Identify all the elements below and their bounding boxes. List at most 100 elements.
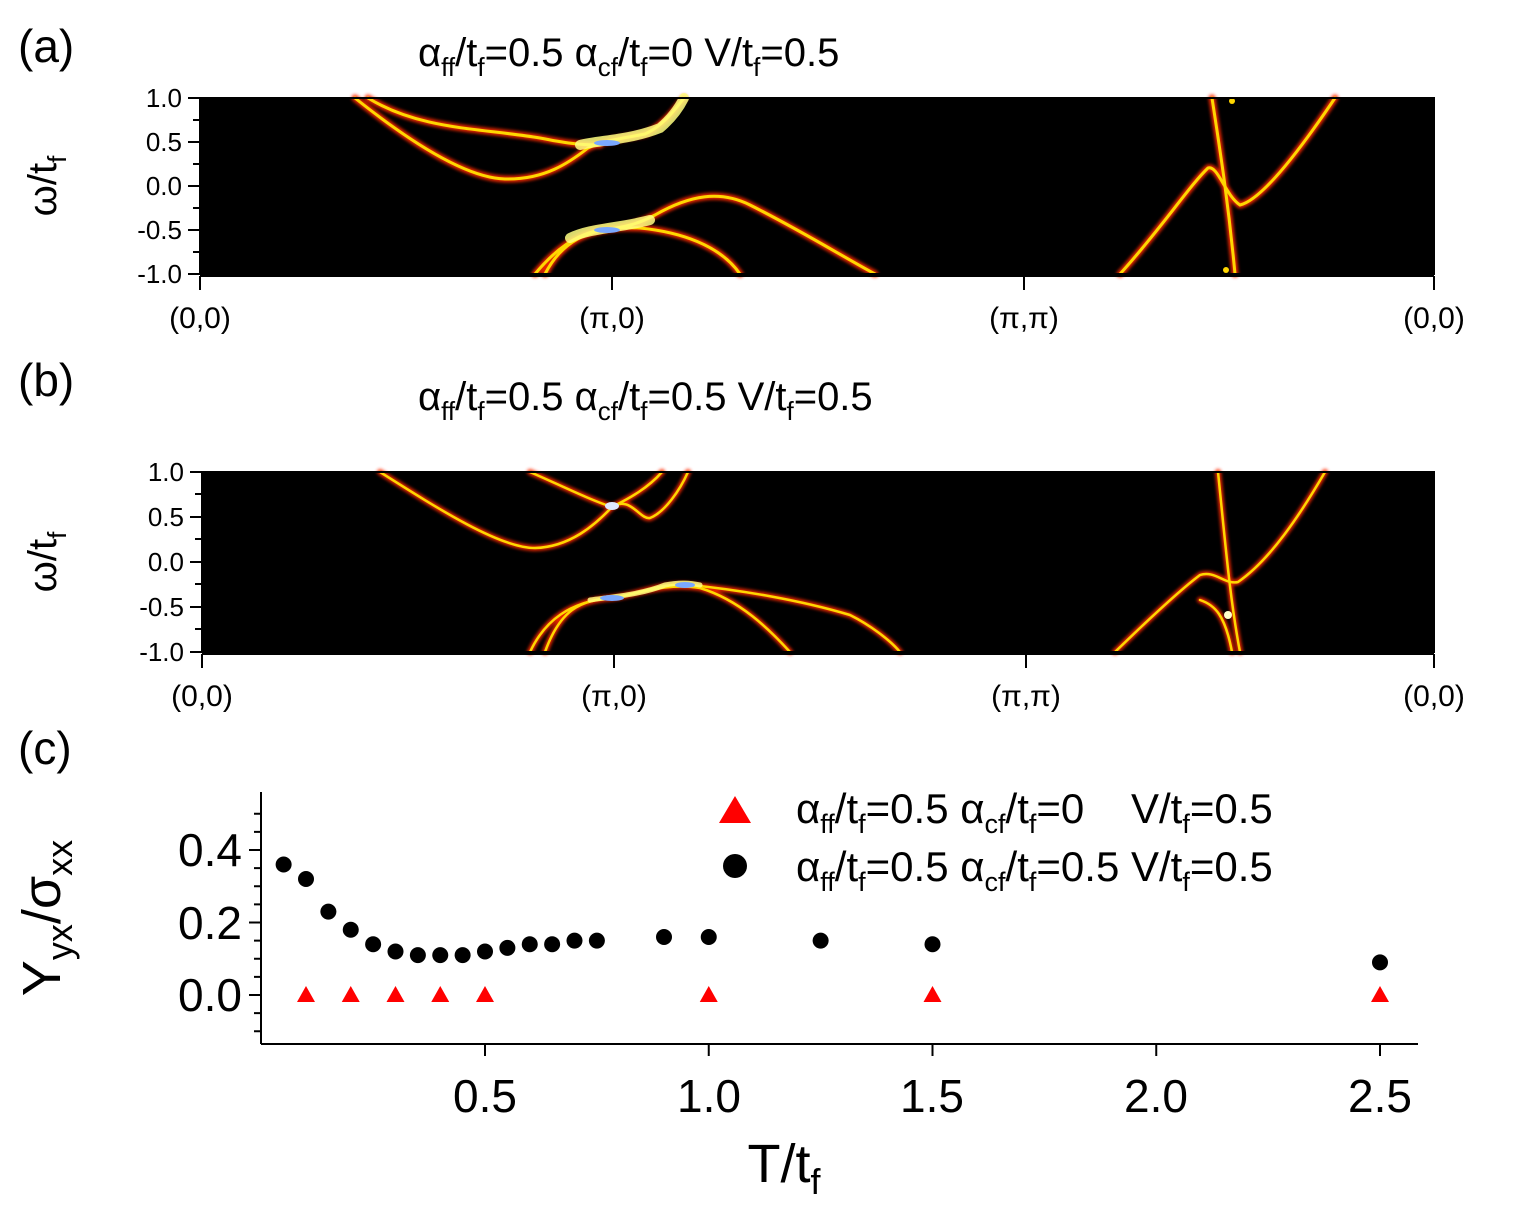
title-a-sub-f3: f [753,52,761,82]
data-point-triangle [297,986,315,1002]
title-b-sub-ff: ff [441,396,456,426]
band-a-peak-lower [594,227,620,233]
panel-a-yaxis: 1.0 0.5 0.0 -0.5 -1.0 [137,83,201,289]
panel-a-ytick-1: 1.0 [146,83,182,113]
title-a-t2: /t [618,31,640,75]
panel-a-ytick-5: -1.0 [137,259,182,289]
band-b-right [1113,470,1327,654]
panel-b-ytick-2: 0.5 [148,502,184,532]
band-b-peak-cross [605,502,619,510]
panel-c-xlabel: T/tf [747,1134,821,1202]
title-b-sub-f2: f [640,396,648,426]
legend-entry-1: αff/tf=0.5 αcf/tf=0 V/tf=0.5 [796,785,1273,839]
data-point-circle [477,943,493,960]
band-b-loop [1198,598,1234,654]
title-a-alpha-ff: α [418,31,441,75]
title-a-sub-cf: cf [598,52,619,82]
panel-b-heatmap-bg [202,472,1434,652]
legend-entry-2: αff/tf=0.5 αcf/tf=0.5 V/tf=0.5 [796,843,1273,897]
title-a-val1: =0.5 α [485,31,598,75]
band-a-lower2 [543,226,742,276]
data-point-circle [409,947,426,964]
title-b-t1: /t [455,375,477,419]
title-b-val3: =0.5 [794,375,873,419]
panel-c-yticks [249,812,261,1033]
panel-c-legend: αff/tf=0.5 αcf/tf=0 V/tf=0.5 αff/tf=0.5 … [719,785,1273,897]
panel-a-title: αff/tf=0.5 αcf/tf=0 V/tf=0.5 [418,31,839,82]
panel-a-bands [351,93,1339,278]
panel-b-letter: (b) [18,354,74,406]
title-b-t2: /t [618,375,640,419]
panel-a: (a) αff/tf=0.5 αcf/tf=0 V/tf=0.5 [18,20,1465,335]
panel-b-ytick-1: 1.0 [148,457,184,487]
title-b-val2: =0.5 V/t [647,375,786,419]
legend-triangle-marker [719,796,751,823]
data-point-circle [924,936,941,953]
panel-a-ytick-4: -0.5 [137,215,182,245]
data-point-circle [544,936,561,953]
band-a-dot-top [1229,98,1235,104]
panel-b: (b) αff/tf=0.5 αcf/tf=0.5 V/tf=0.5 [18,354,1465,713]
legend-circle-marker [723,854,747,878]
band-a-steep [1210,96,1237,276]
data-point-triangle [923,986,942,1002]
data-point-triangle [341,986,360,1002]
data-point-circle [454,947,471,964]
panel-c-ylabel: Yyx/σxx [12,840,80,996]
data-point-circle [365,936,382,953]
band-b-peak-lower [600,595,624,601]
panel-c-xticks [484,1044,1381,1056]
title-a-val2: =0 V/t [647,31,753,75]
panel-b-title: αff/tf=0.5 αcf/tf=0.5 V/tf=0.5 [418,375,873,426]
title-a-sub-ff: ff [441,52,456,82]
panel-a-kaxis: (0,0) (π,0) (π,π) (0,0) [169,275,1465,335]
title-a-sub-f1: f [477,52,485,82]
panel-a-ktick-2: (π,0) [579,302,645,335]
panel-a-letter: (a) [18,20,74,72]
data-point-circle [499,939,516,956]
panel-b-bands [377,469,1328,655]
panel-c-xtick-15: 1.5 [900,1070,964,1122]
panel-a-ktick-3: (π,π) [989,302,1059,335]
band-b-peak-lower2 [675,582,695,588]
title-a-t1: /t [455,31,477,75]
data-point-triangle [1371,986,1389,1002]
data-point-circle [588,932,605,949]
panel-c-xtick-05: 0.5 [453,1070,517,1122]
data-point-circle [700,929,717,945]
panel-a-ytick-2: 0.5 [146,127,182,157]
band-b-steep [1216,470,1242,654]
panel-a-ktick-4: (0,0) [1403,302,1465,335]
panel-c-ytick-00: 0.0 [178,969,242,1021]
data-point-circle [275,856,292,873]
data-point-circle [298,871,314,887]
panel-c-letter: (c) [18,722,72,774]
panel-a-ytick-3: 0.0 [146,171,182,201]
data-point-circle [432,947,449,964]
panel-c-xtick-25: 2.5 [1348,1070,1412,1122]
data-point-circle [1372,954,1388,971]
title-b-alpha-ff: α [418,375,441,419]
panel-b-ktick-2: (π,0) [581,680,647,713]
panel-a-ylabel: ω/tf [21,155,72,216]
data-point-triangle [699,986,718,1002]
data-point-triangle [476,986,494,1002]
data-point-circle [812,932,829,949]
series-triangles [297,986,1389,1002]
panel-b-ktick-1: (0,0) [171,680,233,713]
panel-a-ktick-1: (0,0) [169,302,231,335]
data-point-circle [566,932,583,949]
panel-b-ktick-4: (0,0) [1403,680,1465,713]
title-b-sub-f3: f [786,396,794,426]
title-b-val1: =0.5 α [485,375,598,419]
panel-c-xtick-10: 1.0 [677,1070,741,1122]
title-a-sub-f2: f [640,52,648,82]
title-b-sub-cf: cf [598,396,619,426]
panel-b-yaxis: 1.0 0.5 0.0 -0.5 -1.0 [139,457,202,667]
panel-c-ytick-04: 0.4 [178,824,242,876]
series-circles [275,856,1388,971]
data-point-circle [656,929,672,945]
panel-b-ytick-5: -1.0 [139,637,184,667]
panel-b-ktick-3: (π,π) [991,680,1061,713]
